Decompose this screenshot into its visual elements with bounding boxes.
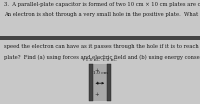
Text: 3.  A parallel-plate capacitor is formed of two 10 cm × 10 cm plates are charged: 3. A parallel-plate capacitor is formed … xyxy=(4,2,200,7)
Text: +: + xyxy=(95,81,99,86)
Text: 1.0 cm: 1.0 cm xyxy=(93,71,107,75)
Text: speed the electron can have as it passes through the hole if it is to reach the : speed the electron can have as it passes… xyxy=(4,44,200,49)
Bar xyxy=(93,64,107,101)
Text: -1.0 nC: -1.0 nC xyxy=(101,58,117,62)
Text: +1.0 nC: +1.0 nC xyxy=(82,58,100,62)
Bar xyxy=(0,36,200,40)
Text: +: + xyxy=(95,68,99,73)
Text: An electron is shot through a very small hole in the positive plate.  What is th: An electron is shot through a very small… xyxy=(4,12,200,17)
Text: +: + xyxy=(95,92,99,97)
Bar xyxy=(89,64,93,101)
Bar xyxy=(107,64,111,101)
Text: plate?  Find (a) using forces and electric field and (b) using energy conservati: plate? Find (a) using forces and electri… xyxy=(4,55,200,60)
